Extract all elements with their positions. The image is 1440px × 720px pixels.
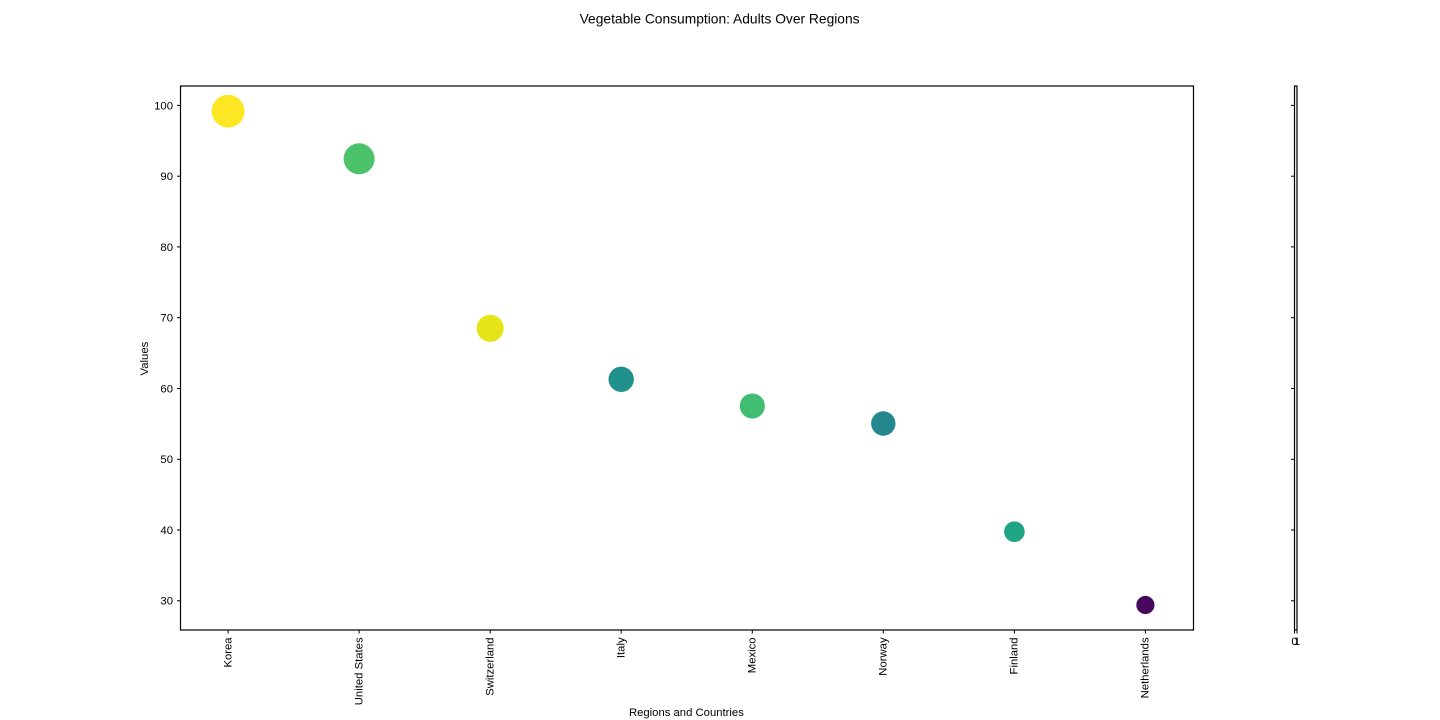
svg-text:Values: Values [139,341,151,375]
svg-text:Finland: Finland [1009,637,1021,674]
svg-text:50: 50 [160,454,173,466]
svg-text:Netherlands: Netherlands [1140,637,1152,698]
svg-text:Mexico: Mexico [747,637,759,673]
svg-text:Regions and Countries: Regions and Countries [629,707,744,719]
svg-text:60: 60 [160,383,173,395]
svg-text:40: 40 [160,525,173,537]
svg-text:Vegetable Consumption: Adults: Vegetable Consumption: Adults Over Regio… [580,12,860,27]
svg-text:90: 90 [160,171,173,183]
svg-text:0: 0 [1291,636,1297,648]
svg-text:1: 1 [1294,636,1300,648]
svg-text:100: 100 [154,100,173,112]
svg-text:30: 30 [160,596,173,608]
svg-text:70: 70 [160,313,173,325]
svg-text:80: 80 [160,242,173,254]
svg-text:Korea: Korea [222,637,234,668]
svg-text:Italy: Italy [615,637,627,658]
svg-text:Norway: Norway [878,637,890,676]
svg-text:Switzerland: Switzerland [484,637,496,695]
svg-text:United States: United States [353,637,365,705]
